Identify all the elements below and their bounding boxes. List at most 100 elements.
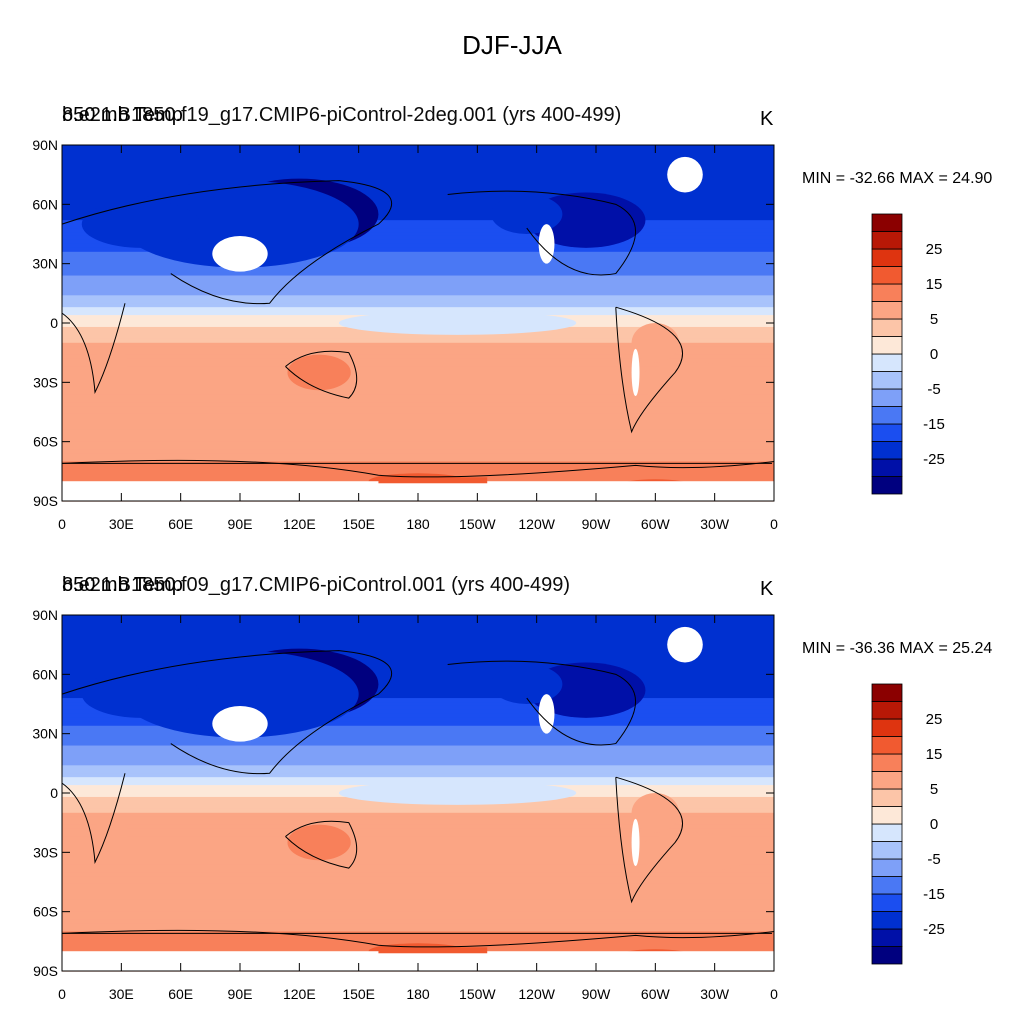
field-band <box>62 650 774 656</box>
field-band <box>62 164 774 170</box>
field-anomaly <box>121 650 359 738</box>
field-band <box>62 295 774 300</box>
x-tick-label: 60W <box>641 986 671 1002</box>
field-band <box>62 398 774 403</box>
panel1-case-label: b.e21.B1850.f19_g17.CMIP6-piControl-2deg… <box>62 104 622 126</box>
colorbar-label: -15 <box>923 416 945 433</box>
field-anomaly <box>631 323 680 363</box>
field-band <box>62 923 774 929</box>
field-band <box>62 334 774 340</box>
field-band <box>62 429 774 435</box>
colorbar-swatch <box>871 388 903 407</box>
field-band <box>62 251 774 257</box>
colorbar-label: 0 <box>930 346 938 363</box>
colorbar-label: -25 <box>923 451 945 468</box>
colorbar-swatch <box>871 858 903 877</box>
y-tick-label: 30N <box>32 726 58 742</box>
field-band <box>62 366 774 372</box>
field-band <box>62 876 774 881</box>
colorbar-swatch <box>871 893 903 912</box>
field-band <box>62 445 774 451</box>
colorbar-swatch <box>871 946 903 965</box>
colorbar-label: 15 <box>926 276 943 293</box>
field-band <box>62 646 774 652</box>
field-band <box>62 666 774 671</box>
field-band <box>62 626 774 632</box>
colorbar-swatch <box>871 213 903 232</box>
field-band <box>62 421 774 427</box>
x-tick-label: 90W <box>582 986 612 1002</box>
coastline <box>285 350 358 399</box>
field-band <box>62 864 774 869</box>
field-band <box>62 911 774 917</box>
field-band <box>62 674 774 679</box>
field-anomaly <box>635 362 755 403</box>
field-band <box>62 235 774 241</box>
field-band <box>62 342 774 348</box>
field-anomaly <box>635 832 755 873</box>
field-anomaly <box>95 342 128 383</box>
x-tick-label: 120W <box>518 986 555 1002</box>
x-tick-label: 30E <box>109 516 134 532</box>
field-band <box>62 638 774 644</box>
colorbar-swatch <box>871 771 903 790</box>
x-tick-label: 150W <box>459 516 496 532</box>
colorbar-swatch <box>871 928 903 947</box>
field-band <box>62 152 774 158</box>
field-band <box>62 872 774 877</box>
colorbar-swatch <box>871 753 903 772</box>
field-band <box>62 188 774 194</box>
x-tick-label: 0 <box>58 516 66 532</box>
field-band <box>62 271 774 277</box>
colorbar-swatch <box>871 476 903 495</box>
field-band <box>62 844 774 849</box>
field-band <box>62 449 774 455</box>
field-band <box>62 196 774 201</box>
panel2-units-label: K <box>760 578 774 600</box>
field-band <box>62 204 774 209</box>
x-tick-label: 60E <box>168 516 193 532</box>
field-band <box>62 417 774 423</box>
field-band <box>62 678 774 683</box>
field-band <box>62 753 774 758</box>
panel1-minmax: MIN = -32.66 MAX = 24.90 <box>802 170 993 187</box>
colorbar-swatch <box>871 701 903 720</box>
field-band <box>62 156 774 162</box>
field-band <box>62 299 774 304</box>
field-band <box>62 370 774 376</box>
y-tick-label: 0 <box>50 785 58 801</box>
field-band <box>62 757 774 762</box>
colorbar-swatch <box>871 423 903 442</box>
x-tick-label: 180 <box>406 986 430 1002</box>
y-tick-label: 30N <box>32 256 58 272</box>
colorbar-label: 5 <box>930 781 938 798</box>
panel2-minmax: MIN = -36.36 MAX = 25.24 <box>802 640 993 657</box>
field-band <box>62 848 774 853</box>
field-anomaly <box>338 311 577 335</box>
field-band <box>62 634 774 640</box>
field-band <box>62 895 774 901</box>
field-band <box>62 765 774 770</box>
field-anomaly <box>121 180 359 268</box>
field-band <box>62 441 774 447</box>
field-band <box>62 406 774 411</box>
x-tick-label: 60E <box>168 986 193 1002</box>
colorbar-label: 25 <box>926 711 943 728</box>
field-band <box>62 907 774 913</box>
x-tick-label: 120E <box>283 516 316 532</box>
x-tick-label: 120W <box>518 516 555 532</box>
colorbar-swatch <box>871 283 903 302</box>
field-band <box>62 690 774 695</box>
colorbar-swatch <box>871 336 903 355</box>
field-band <box>62 255 774 261</box>
field-anomaly <box>338 781 577 805</box>
field-band <box>62 239 774 245</box>
field-anomaly <box>631 793 680 833</box>
field-band <box>62 686 774 691</box>
y-tick-label: 90S <box>33 493 58 509</box>
missing-data-region <box>667 156 703 193</box>
field-anomaly <box>491 664 563 704</box>
colorbar-swatch <box>871 718 903 737</box>
field-anomaly <box>491 194 563 235</box>
